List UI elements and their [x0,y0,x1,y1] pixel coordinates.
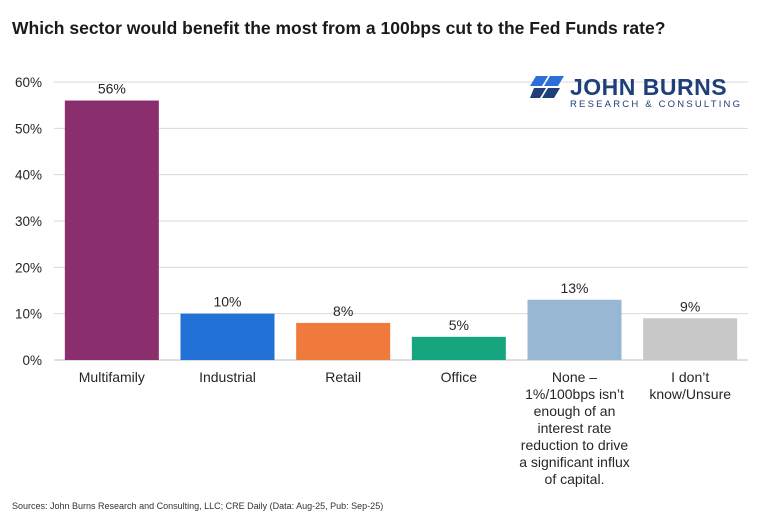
bar [411,336,506,360]
source-note: Sources: John Burns Research and Consult… [12,501,384,511]
bar [64,100,159,361]
x-axis-categories: Multifamily Industrial Retail Office None –1… [79,369,731,487]
data-labels: 56% 10% 8% 5% 13% 9% [98,81,700,333]
gridlines [54,81,748,361]
y-tick-label: 30% [15,214,42,229]
y-axis-ticks: 0% 10% 20% 30% 40% 50% 60% [15,75,42,368]
data-label: 13% [560,280,588,296]
category-label: 1%/100bps isn’t [525,386,624,402]
category-label: of capital. [545,471,605,487]
john-burns-logo: JOHN BURNS RESEARCH & CONSULTING [530,74,740,114]
logo-subtitle: RESEARCH & CONSULTING [570,99,743,110]
y-tick-label: 0% [22,353,42,368]
category-label: Industrial [199,369,256,385]
category-label: know/Unsure [649,386,731,402]
y-tick-label: 20% [15,260,42,275]
data-label: 56% [98,81,126,97]
data-label: 5% [449,317,469,333]
category-label: enough of an [534,403,616,419]
y-tick-label: 50% [15,121,42,136]
bar [643,318,738,360]
category-label: Multifamily [79,369,145,385]
chart-title: Which sector would benefit the most from… [12,18,666,38]
logo-mark-icon [530,76,564,98]
category-label: interest rate [538,420,612,436]
category-label: I don’t [671,369,709,385]
bar [527,299,622,360]
category-label: Retail [325,369,361,385]
category-label: None – [552,369,597,385]
category-label: a significant influx [519,454,630,470]
logo-name: JOHN BURNS [570,74,728,100]
category-label: reduction to drive [521,437,629,453]
bar [296,322,391,360]
y-tick-label: 40% [15,168,42,183]
y-tick-label: 60% [15,75,42,90]
data-label: 10% [213,294,241,310]
category-label: Office [441,369,478,385]
data-label: 9% [680,298,700,314]
data-label: 8% [333,303,353,319]
bars [64,100,738,361]
bar [180,313,275,360]
y-tick-label: 10% [15,307,42,322]
